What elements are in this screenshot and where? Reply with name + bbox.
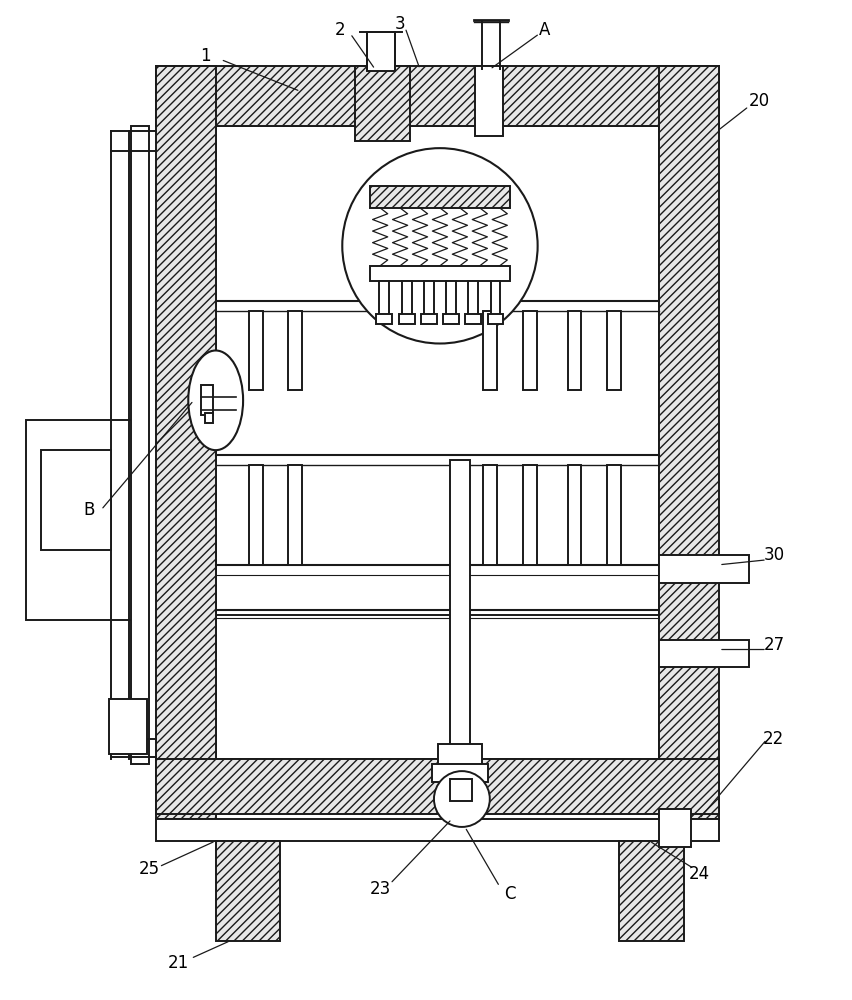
Bar: [379, 281, 389, 316]
Text: 22: 22: [763, 730, 784, 748]
Bar: [442, 314, 458, 324]
Bar: [482, 465, 496, 565]
Bar: [567, 465, 581, 565]
Bar: [26, 420, 135, 620]
Circle shape: [342, 148, 537, 344]
Bar: [370, 266, 509, 281]
Bar: [567, 311, 581, 390]
Bar: [475, 66, 502, 136]
Text: 30: 30: [763, 546, 784, 564]
Text: 20: 20: [747, 92, 769, 110]
Bar: [354, 66, 410, 141]
Bar: [659, 809, 690, 847]
Bar: [248, 311, 262, 390]
Text: B: B: [83, 501, 95, 519]
Text: 3: 3: [394, 15, 405, 33]
Bar: [522, 311, 536, 390]
Bar: [607, 311, 620, 390]
Bar: [200, 385, 212, 415]
Circle shape: [434, 771, 489, 827]
Text: 1: 1: [200, 47, 210, 65]
Bar: [248, 465, 262, 565]
Bar: [156, 759, 718, 814]
Bar: [216, 615, 659, 759]
Text: 2: 2: [335, 21, 345, 39]
Text: C: C: [504, 885, 515, 903]
Bar: [370, 186, 509, 208]
Text: 25: 25: [138, 860, 159, 878]
Bar: [431, 764, 487, 782]
Bar: [288, 465, 302, 565]
Bar: [204, 413, 212, 423]
Text: 23: 23: [369, 880, 390, 898]
Bar: [41, 450, 111, 550]
Bar: [607, 465, 620, 565]
Bar: [619, 841, 683, 941]
Bar: [446, 281, 456, 316]
Bar: [449, 779, 471, 801]
Bar: [156, 66, 216, 819]
Bar: [156, 819, 718, 841]
Bar: [659, 640, 748, 667]
Text: 21: 21: [168, 954, 189, 972]
Bar: [468, 281, 478, 316]
Text: 24: 24: [688, 865, 709, 883]
Bar: [398, 314, 414, 324]
Bar: [366, 32, 394, 71]
Bar: [156, 66, 718, 126]
Bar: [482, 311, 496, 390]
Bar: [423, 281, 434, 316]
Bar: [420, 314, 436, 324]
Bar: [522, 465, 536, 565]
Bar: [131, 126, 149, 764]
Text: A: A: [538, 21, 550, 39]
Bar: [437, 744, 481, 766]
Bar: [464, 314, 481, 324]
Ellipse shape: [188, 350, 243, 450]
Bar: [216, 841, 280, 941]
Text: 27: 27: [763, 636, 784, 654]
Bar: [449, 460, 469, 764]
Bar: [487, 314, 503, 324]
Bar: [288, 311, 302, 390]
Bar: [216, 126, 659, 759]
Bar: [376, 314, 392, 324]
Bar: [109, 699, 147, 754]
Bar: [401, 281, 412, 316]
Bar: [490, 281, 500, 316]
Bar: [659, 66, 718, 819]
Bar: [659, 555, 748, 583]
